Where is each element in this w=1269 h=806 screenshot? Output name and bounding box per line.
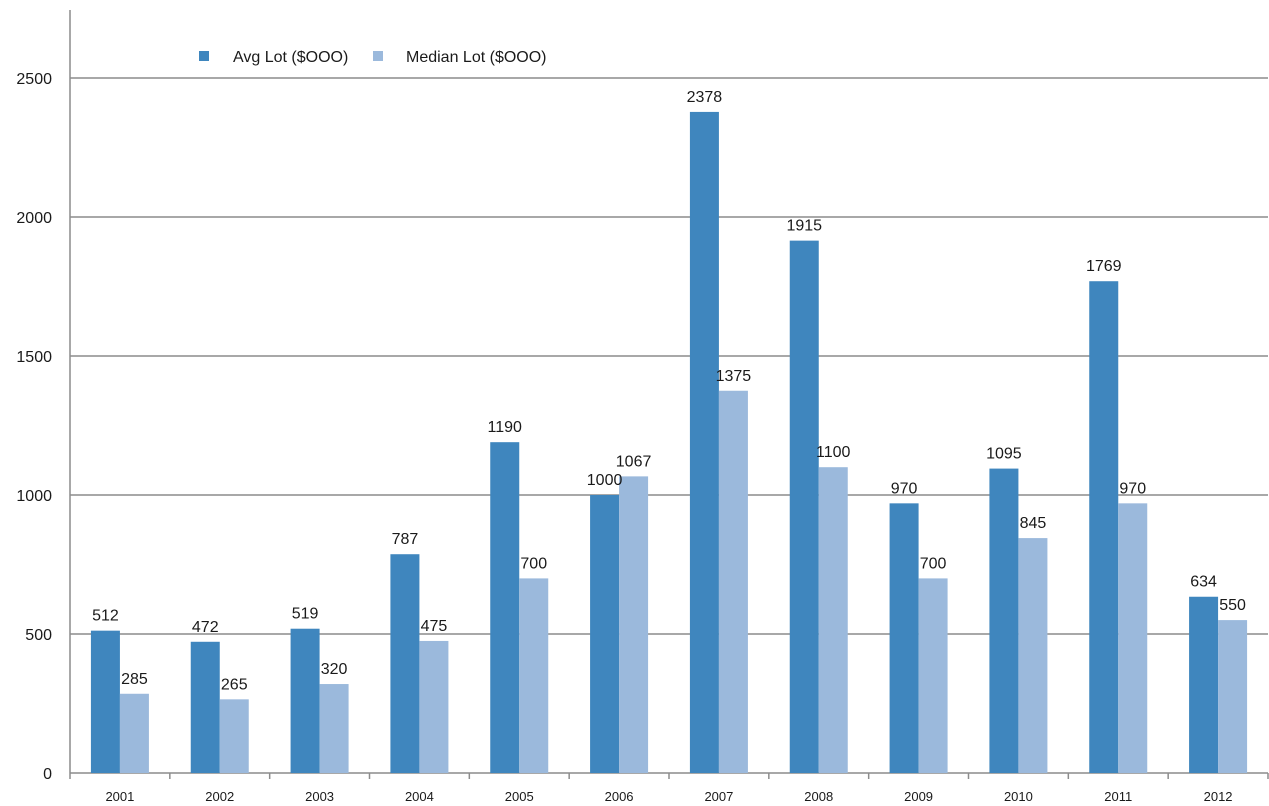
x-tick-label-2007: 2007 — [704, 789, 733, 804]
data-label-avg-2007: 2378 — [687, 89, 723, 106]
bar-avg-2012 — [1189, 596, 1219, 773]
x-tick-label-2012: 2012 — [1204, 789, 1233, 804]
x-tick-label-2011: 2011 — [1104, 789, 1132, 804]
data-label-median-2002: 265 — [221, 676, 248, 693]
bar-avg-2002 — [190, 641, 220, 773]
data-label-avg-2006: 1000 — [587, 472, 623, 489]
legend: Avg Lot ($OOO) Median Lot ($OOO) — [199, 49, 547, 66]
bar-median-2010 — [1018, 538, 1048, 773]
data-label-median-2007: 1375 — [716, 368, 752, 385]
data-labels: 512 285 472 265 519 320 787 475 1190 700 1000 1067 2… — [92, 89, 1246, 693]
legend-label-median-lot: Median Lot ($OOO) — [406, 49, 547, 66]
data-label-avg-2011: 1769 — [1086, 258, 1122, 275]
data-label-median-2005: 700 — [520, 555, 547, 572]
gridlines — [70, 77, 1268, 635]
bar-avg-2010 — [989, 468, 1019, 773]
bar-avg-2011 — [1089, 281, 1119, 773]
x-tick-label-2009: 2009 — [904, 789, 933, 804]
bar-avg-2004 — [390, 554, 420, 773]
bar-median-2007 — [718, 390, 748, 773]
x-tick-label-2010: 2010 — [1004, 789, 1033, 804]
data-label-median-2011: 970 — [1119, 480, 1146, 497]
legend-swatch-median-lot — [373, 51, 383, 61]
bar-avg-2003 — [290, 628, 320, 773]
bar-avg-2005 — [490, 442, 520, 773]
bar-median-2011 — [1118, 503, 1148, 773]
data-label-median-2001: 285 — [121, 671, 148, 688]
x-tick-label-2005: 2005 — [505, 789, 534, 804]
legend-swatch-avg-lot — [199, 51, 209, 61]
axes: 0 500 1000 1500 2000 2500 2001 2002 2003 2004 2005… — [16, 10, 1269, 804]
data-label-avg-2002: 472 — [192, 619, 219, 636]
bar-avg-2008 — [789, 240, 819, 773]
bar-median-2001 — [119, 693, 149, 773]
y-tick-label-500: 500 — [25, 627, 52, 644]
bar-median-2009 — [918, 578, 948, 773]
bar-median-2012 — [1218, 620, 1248, 773]
x-tick-label-2003: 2003 — [305, 789, 334, 804]
x-tick-label-2006: 2006 — [605, 789, 634, 804]
data-label-median-2004: 475 — [421, 618, 448, 635]
bar-median-2004 — [419, 640, 449, 773]
x-tick-label-2008: 2008 — [804, 789, 833, 804]
data-label-avg-2001: 512 — [92, 608, 119, 625]
legend-label-avg-lot: Avg Lot ($OOO) — [233, 49, 348, 66]
bar-avg-2007 — [689, 111, 719, 773]
bar-median-2006 — [619, 476, 649, 773]
y-tick-label-1000: 1000 — [16, 488, 52, 505]
data-label-median-2010: 845 — [1020, 515, 1047, 532]
data-label-median-2012: 550 — [1219, 597, 1246, 614]
bar-median-2005 — [519, 578, 549, 773]
data-label-median-2003: 320 — [321, 661, 348, 678]
bar-median-2003 — [319, 684, 349, 773]
bars — [90, 111, 1248, 773]
y-tick-label-1500: 1500 — [16, 349, 52, 366]
data-label-median-2009: 700 — [920, 555, 947, 572]
data-label-median-2006: 1067 — [616, 453, 652, 470]
bar-avg-2001 — [90, 630, 120, 773]
data-label-avg-2008: 1915 — [786, 218, 822, 235]
data-label-avg-2010: 1095 — [986, 446, 1022, 463]
y-tick-label-2500: 2500 — [16, 71, 52, 88]
data-label-median-2008: 1100 — [816, 444, 851, 461]
bar-median-2002 — [219, 699, 249, 773]
data-label-avg-2009: 970 — [891, 480, 918, 497]
y-tick-label-0: 0 — [43, 766, 52, 783]
data-label-avg-2004: 787 — [392, 531, 419, 548]
x-tick-label-2001: 2001 — [105, 789, 134, 804]
x-tick-label-2004: 2004 — [405, 789, 434, 804]
data-label-avg-2012: 634 — [1190, 574, 1217, 591]
y-tick-label-2000: 2000 — [16, 210, 52, 227]
bar-avg-2006 — [590, 495, 620, 773]
bar-median-2008 — [818, 467, 848, 773]
data-label-avg-2003: 519 — [292, 606, 319, 623]
x-tick-label-2002: 2002 — [205, 789, 234, 804]
data-label-avg-2005: 1190 — [488, 419, 523, 436]
bar-avg-2009 — [889, 503, 919, 773]
